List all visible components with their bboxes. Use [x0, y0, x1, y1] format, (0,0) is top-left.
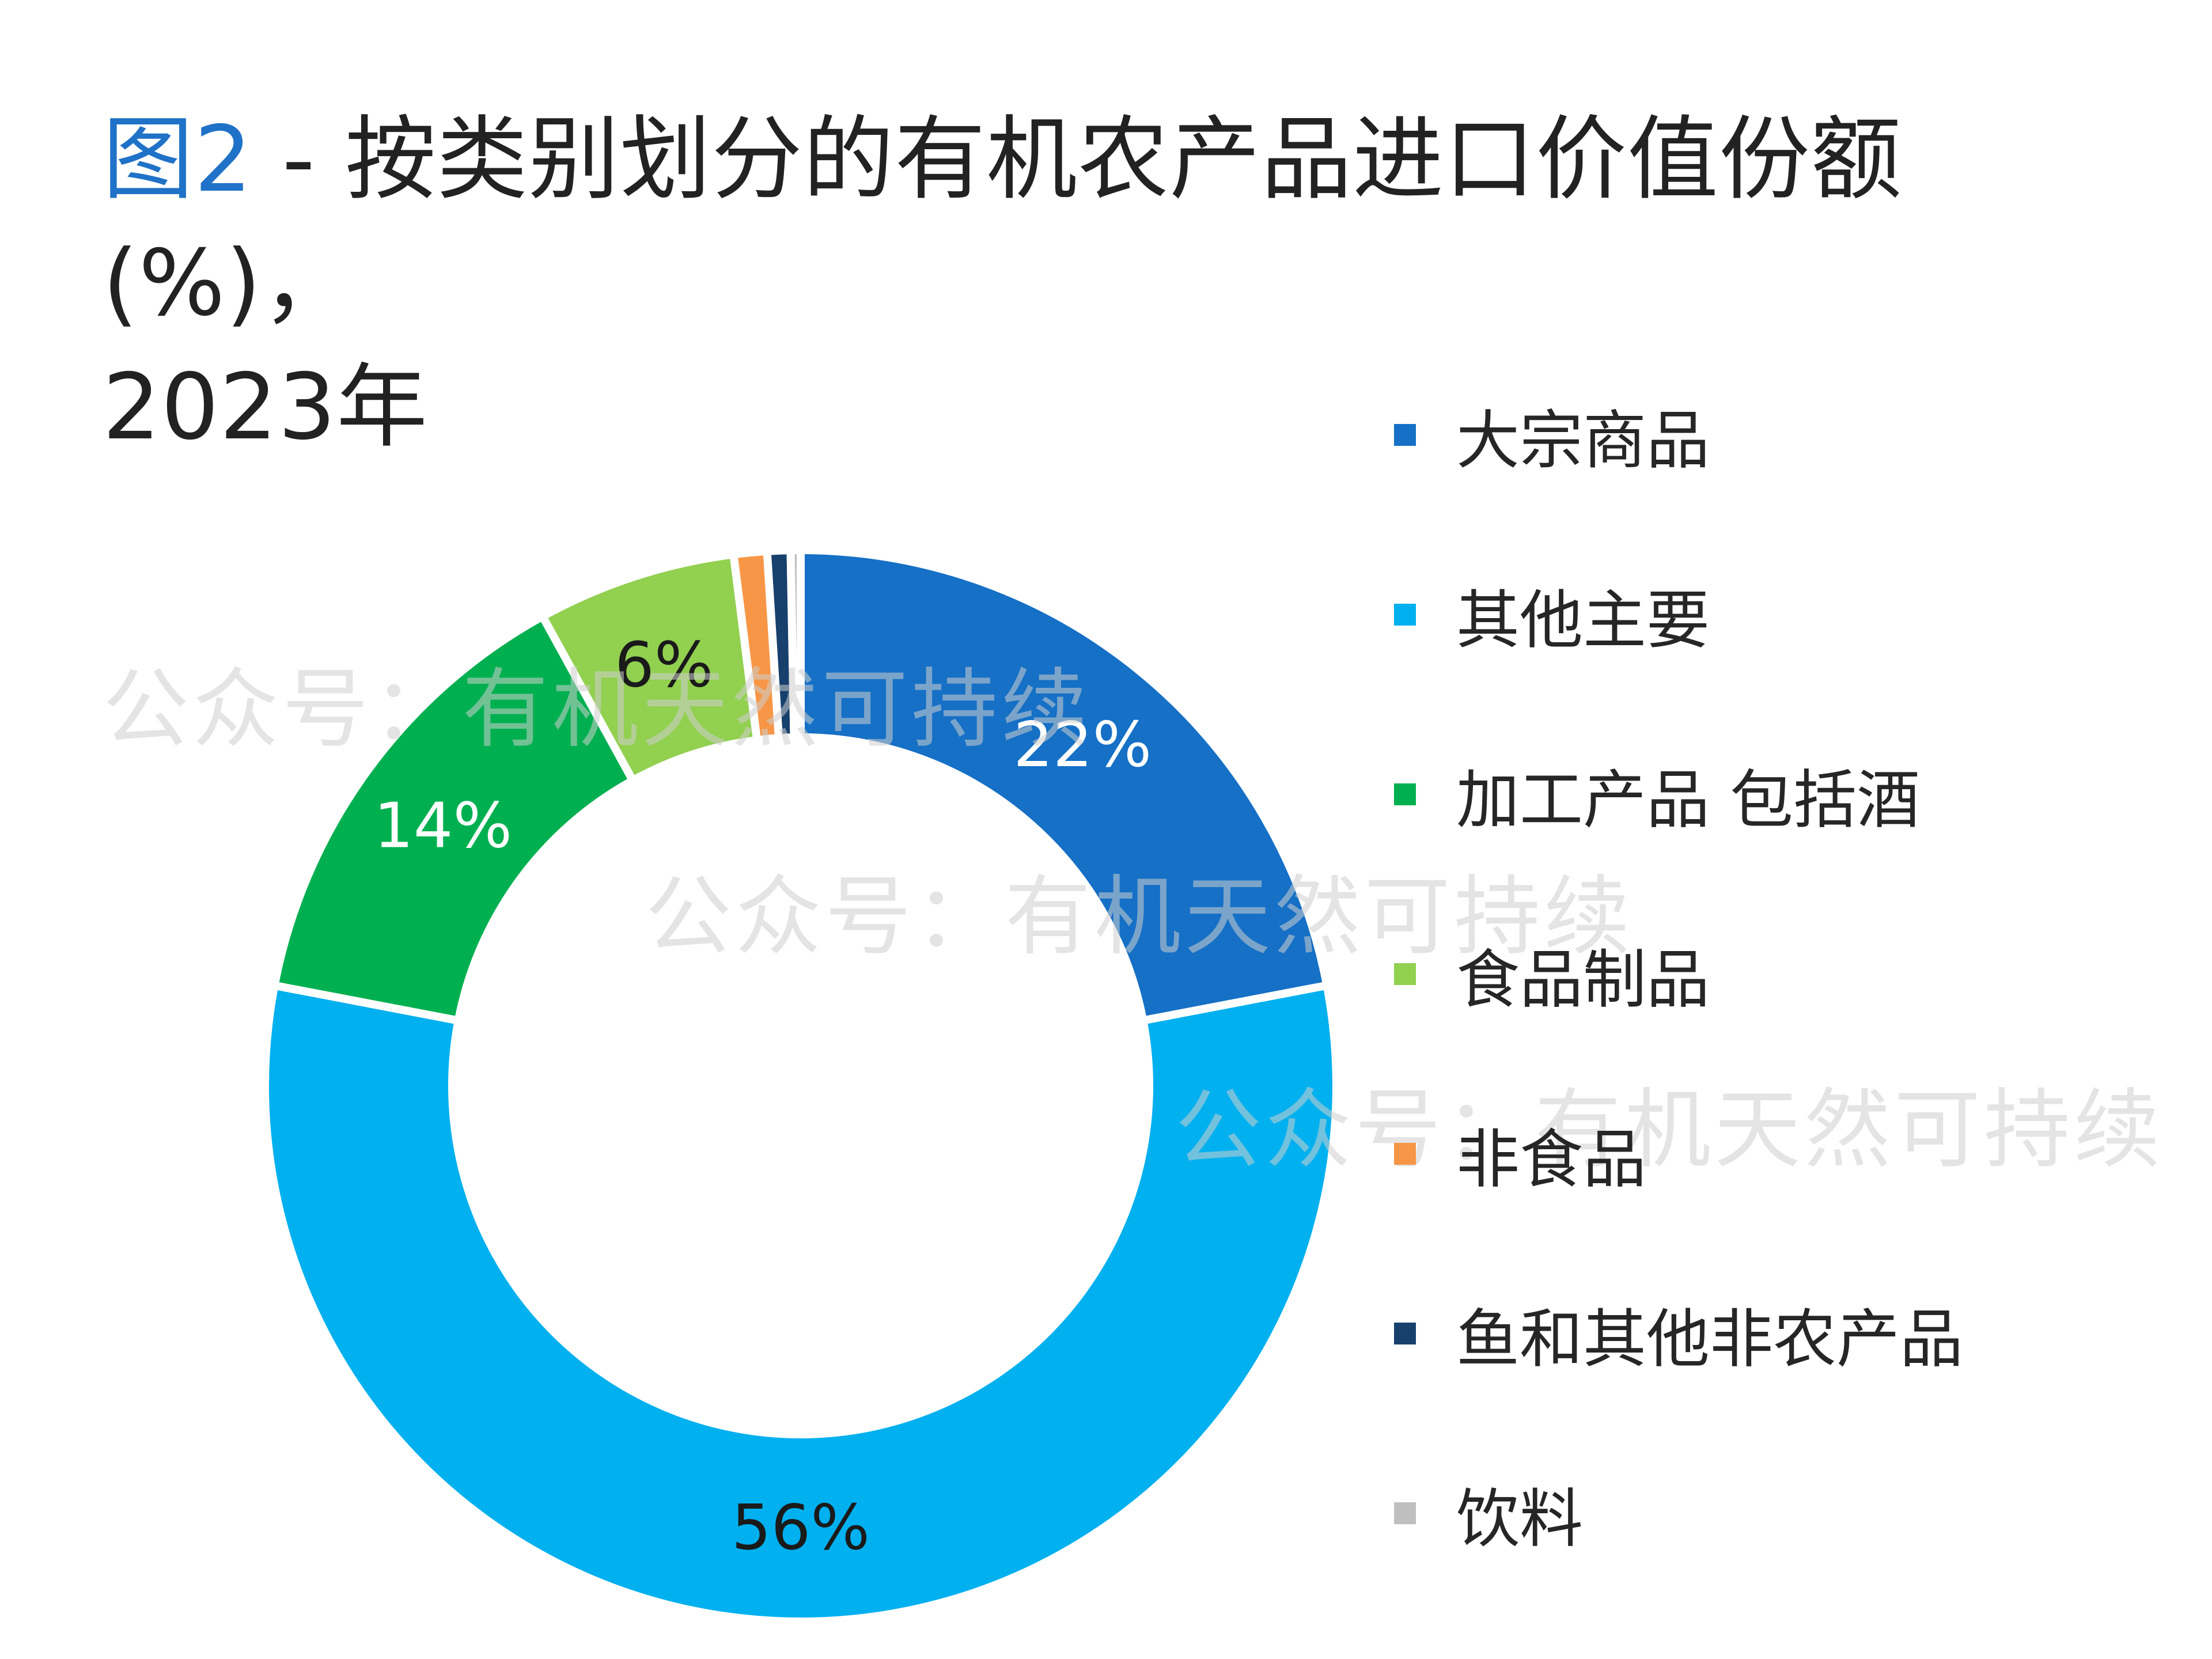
watermark-1: 公众号：有机天然可持续: [103, 660, 1092, 760]
data-label-2: 56%: [732, 1492, 870, 1564]
watermark-3: 公众号：有机天然可持续: [1175, 1080, 2164, 1180]
legend-swatch-3: [1394, 783, 1416, 805]
legend-label-5: 非食品: [1456, 1123, 1646, 1196]
legend-label-6: 鱼和其他非农产品: [1456, 1302, 1963, 1376]
legend-label-7: 饮料: [1456, 1482, 1583, 1556]
legend-item-1: 大宗商品: [1394, 392, 1710, 478]
data-label-1: 22%: [1013, 709, 1152, 781]
legend-label-3: 加工产品 包括酒: [1456, 763, 1920, 837]
slice-1: [797, 546, 1332, 1025]
legend-swatch-5: [1394, 1143, 1416, 1165]
data-label-4: 6%: [615, 630, 713, 702]
legend-swatch-1: [1394, 424, 1416, 446]
donut-slices: [261, 546, 1340, 1626]
legend-item-5: 非食品: [1394, 1111, 1646, 1197]
legend-swatch-7: [1394, 1502, 1416, 1524]
legend-label-1: 大宗商品: [1456, 404, 1710, 478]
legend-label-4: 食品制品: [1456, 943, 1710, 1017]
legend-item-6: 鱼和其他非农产品: [1394, 1290, 1963, 1377]
legend-swatch-2: [1394, 604, 1416, 626]
legend-swatch-4: [1394, 963, 1416, 985]
donut-data-labels: 22% 56% 14% 6%: [374, 630, 1152, 1564]
legend-item-2: 其他主要: [1394, 571, 1710, 658]
title-text: - 按类别划分的有机农产品进口价值份额(%)，: [103, 107, 1902, 336]
legend-label-2: 其他主要: [1456, 584, 1710, 657]
title-year: 2023年: [103, 354, 429, 460]
legend-item-3: 加工产品 包括酒: [1394, 751, 1920, 838]
legend-swatch-6: [1394, 1323, 1416, 1344]
slice-3: [270, 611, 639, 1025]
watermark-2: 公众号：有机天然可持续: [645, 867, 1634, 967]
legend-item-4: 食品制品: [1394, 931, 1710, 1017]
slice-2: [261, 980, 1340, 1626]
figure-number: 图2: [103, 107, 253, 213]
legend-item-7: 饮料: [1394, 1470, 1583, 1556]
data-label-3: 14%: [374, 790, 512, 862]
slice-7: [786, 546, 805, 742]
chart-title: 图2 - 按类别划分的有机农产品进口价值份额(%)， 2023年: [103, 98, 2119, 469]
